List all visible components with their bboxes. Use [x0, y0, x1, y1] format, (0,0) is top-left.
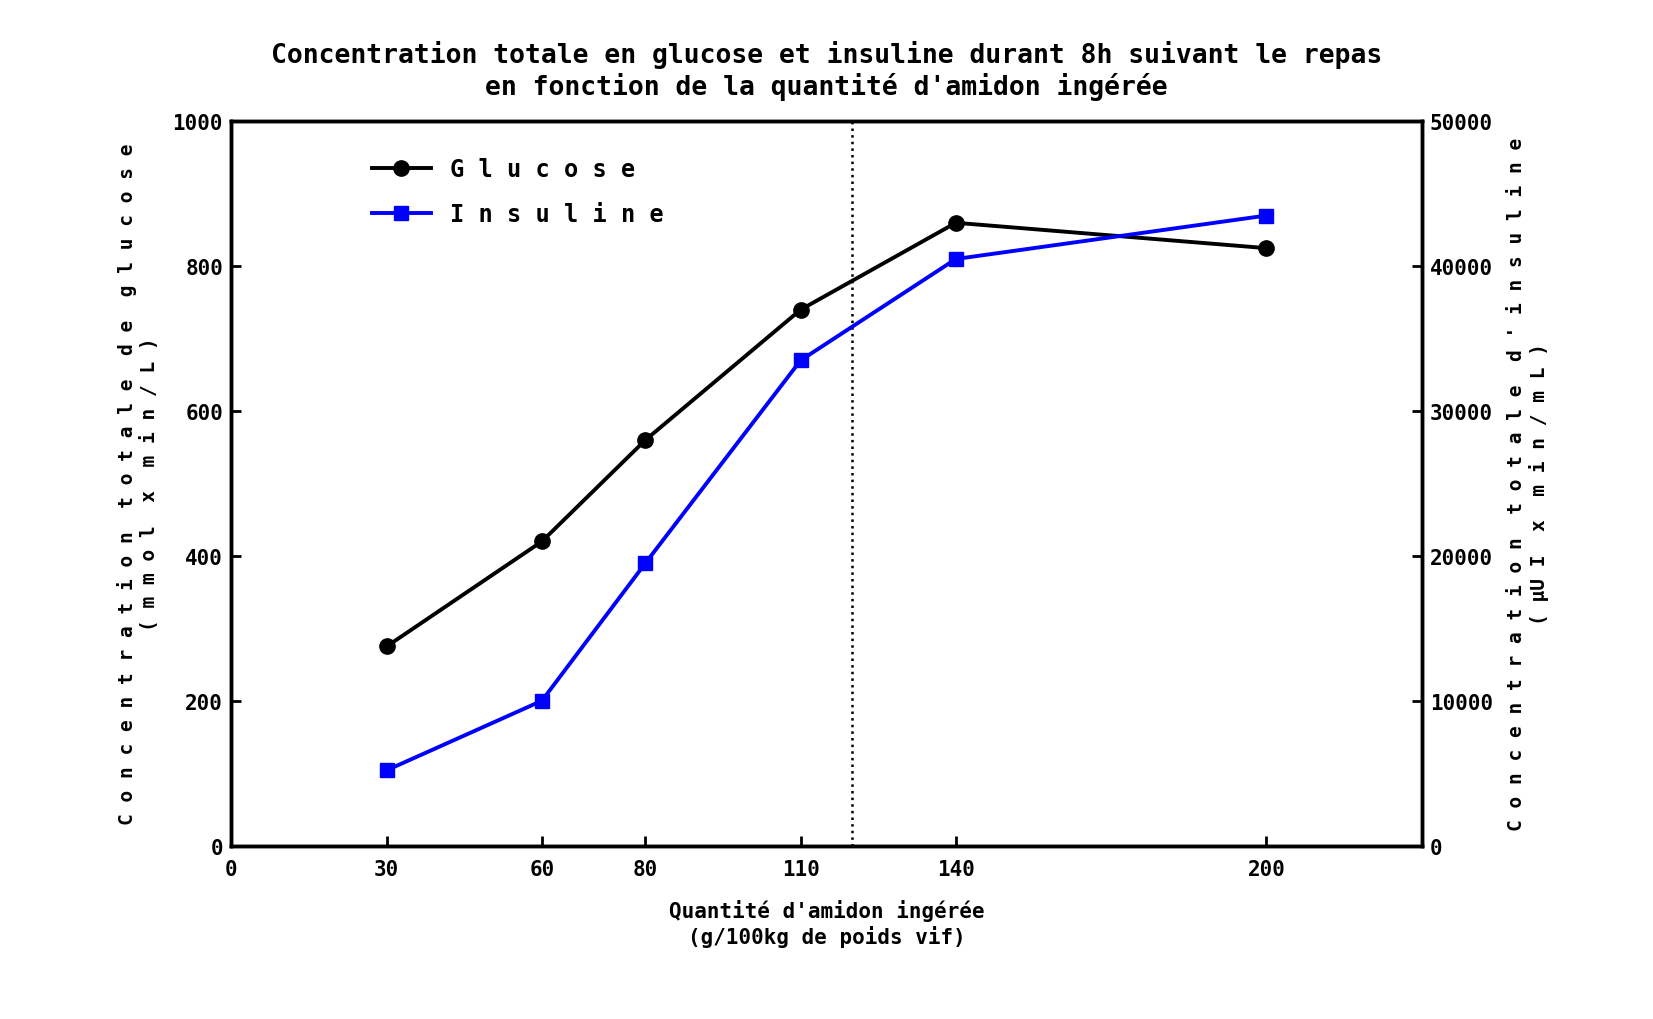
- G l u c o s e: [377, 641, 397, 653]
- I n s u l i n e: [790, 355, 810, 367]
- Legend: G l u c o s e, I n s u l i n e: G l u c o s e, I n s u l i n e: [362, 149, 673, 236]
- G l u c o s e: [635, 434, 655, 446]
- I n s u l i n e: [1256, 210, 1276, 222]
- Y-axis label: C o n c e n t r a t i o n  t o t a l e  d ' i n s u l i n e
( μU I  x  m i n / m: C o n c e n t r a t i o n t o t a l e d …: [1508, 138, 1549, 830]
- I n s u l i n e: [946, 254, 965, 266]
- X-axis label: Quantité d'amidon ingérée
(g/100kg de poids vif): Quantité d'amidon ingérée (g/100kg de po…: [669, 899, 984, 947]
- Line: I n s u l i n e: I n s u l i n e: [380, 209, 1273, 777]
- G l u c o s e: [946, 217, 965, 229]
- G l u c o s e: [532, 536, 552, 548]
- G l u c o s e: [1256, 243, 1276, 255]
- Text: Concentration totale en glucose et insuline durant 8h suivant le repas
en foncti: Concentration totale en glucose et insul…: [271, 41, 1382, 101]
- Line: G l u c o s e: G l u c o s e: [379, 216, 1274, 654]
- I n s u l i n e: [635, 557, 655, 570]
- I n s u l i n e: [532, 695, 552, 707]
- Y-axis label: C o n c e n t r a t i o n  t o t a l e  d e  g l u c o s e
( m m o l  x  m i n /: C o n c e n t r a t i o n t o t a l e d …: [117, 144, 159, 824]
- G l u c o s e: [790, 305, 810, 317]
- I n s u l i n e: [377, 764, 397, 776]
